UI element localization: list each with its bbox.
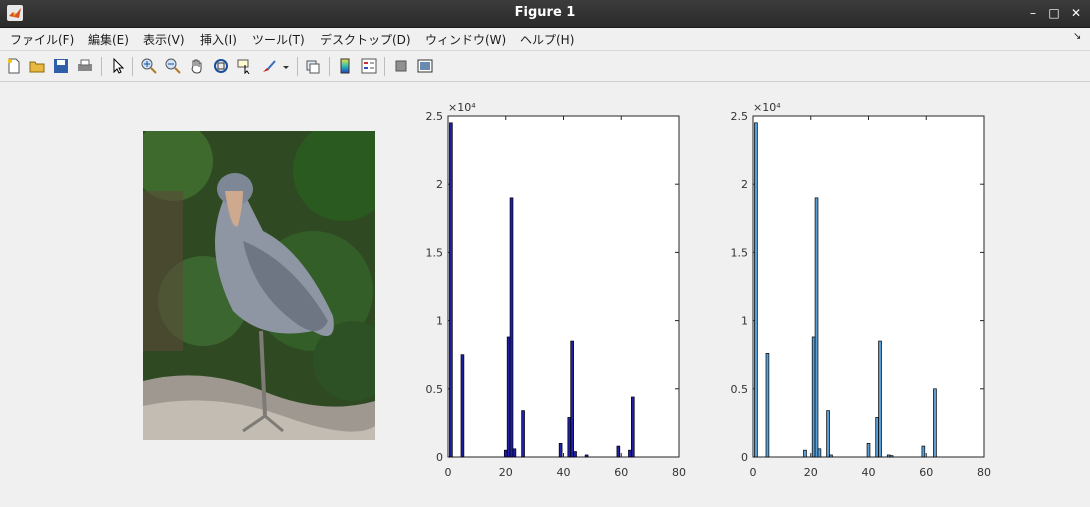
brush-icon[interactable] <box>259 56 279 76</box>
toolbar-separator <box>297 57 298 76</box>
y-tick-label: 0.5 <box>731 383 749 396</box>
histogram-bar <box>567 417 572 458</box>
toolbar-separator <box>384 57 385 76</box>
histogram-bar <box>921 445 926 458</box>
histogram-bar <box>616 445 621 458</box>
matlab-app-icon[interactable] <box>7 5 23 21</box>
menu-edit[interactable]: 編集(E) <box>88 33 129 47</box>
histogram-bar <box>933 388 937 458</box>
y-tick-label: 0 <box>741 451 748 464</box>
toolbar-separator <box>329 57 330 76</box>
menu-view[interactable]: 表示(V) <box>143 33 185 47</box>
x-tick-label: 40 <box>862 466 876 479</box>
histogram-bar <box>814 197 819 458</box>
menu-desktop[interactable]: デスクトップ(D) <box>320 33 411 47</box>
histogram-bar <box>584 454 589 458</box>
close-button[interactable]: ✕ <box>1070 6 1082 20</box>
x-tick-label: 20 <box>499 466 513 479</box>
link-icon[interactable] <box>303 56 323 76</box>
histogram-bar <box>765 352 770 458</box>
histogram-bar <box>878 340 882 458</box>
rotate-3d-icon[interactable] <box>211 56 231 76</box>
zoom-out-icon[interactable] <box>163 56 183 76</box>
histogram-bar <box>866 443 871 458</box>
minimize-button[interactable]: – <box>1030 6 1036 20</box>
x-tick-label: 80 <box>672 466 686 479</box>
y-tick-label: 2 <box>436 178 443 191</box>
hide-plot-tools-icon[interactable] <box>391 56 411 76</box>
x-tick-label: 60 <box>614 466 628 479</box>
histogram-bar <box>558 443 563 458</box>
legend-icon[interactable] <box>359 56 379 76</box>
histogram-bar <box>803 449 807 458</box>
pointer-icon[interactable] <box>108 56 128 76</box>
zoom-in-icon[interactable] <box>139 56 159 76</box>
menu-insert[interactable]: 挿入(I) <box>200 33 237 47</box>
toolbar-separator <box>101 57 102 76</box>
x-tick-label: 40 <box>557 466 571 479</box>
y-tick-label: 2.5 <box>731 110 749 123</box>
histogram-bar <box>826 410 830 458</box>
pan-icon[interactable] <box>187 56 207 76</box>
histogram-bar <box>631 396 635 458</box>
shoebill-photo <box>143 131 375 440</box>
figure-toolbar <box>0 51 1090 82</box>
y-tick-label: 1 <box>436 315 443 328</box>
histogram-bar <box>460 354 465 458</box>
show-plot-tools-icon[interactable] <box>415 56 435 76</box>
menu-bar: ファイル(F) 編集(E) 表示(V) 挿入(I) ツール(T) デスクトップ(… <box>0 28 1090 51</box>
histogram-bar <box>875 417 879 458</box>
histogram-bar <box>886 454 891 458</box>
menu-window[interactable]: ウィンドウ(W) <box>425 33 507 47</box>
toolbar-separator <box>132 57 133 76</box>
x-tick-label: 80 <box>977 466 991 479</box>
y-tick-label: 1.5 <box>731 246 749 259</box>
x-tick-label: 0 <box>445 466 452 479</box>
y-exponent-label: ×10⁴ <box>448 101 476 114</box>
y-tick-label: 2.5 <box>426 110 444 123</box>
menu-file[interactable]: ファイル(F) <box>10 33 75 47</box>
histogram-bar <box>509 197 514 458</box>
x-tick-label: 20 <box>804 466 818 479</box>
colorbar-icon[interactable] <box>335 56 355 76</box>
y-tick-label: 0 <box>436 451 443 464</box>
axes-2 <box>752 115 985 458</box>
window-title: Figure 1 <box>514 5 576 20</box>
histogram-bar <box>570 340 574 458</box>
histogram-bar <box>521 410 525 458</box>
brush-dropdown-icon[interactable] <box>280 56 290 76</box>
save-icon[interactable] <box>51 56 71 76</box>
x-tick-label: 0 <box>750 466 757 479</box>
new-figure-icon[interactable] <box>4 56 24 76</box>
maximize-button[interactable]: □ <box>1048 6 1060 20</box>
open-icon[interactable] <box>27 56 47 76</box>
histogram-bar <box>829 454 833 458</box>
window-titlebar[interactable]: Figure 1 – □ ✕ <box>0 0 1090 28</box>
histogram-bar <box>573 451 577 458</box>
data-cursor-icon[interactable] <box>235 56 255 76</box>
histogram-bar <box>506 336 511 458</box>
y-exponent-label: ×10⁴ <box>753 101 781 114</box>
y-tick-label: 1 <box>741 315 748 328</box>
print-icon[interactable] <box>75 56 95 76</box>
histogram-bar <box>503 449 508 458</box>
dock-arrow-icon[interactable]: ↘ <box>1073 31 1082 42</box>
histogram-bar <box>754 122 758 458</box>
y-tick-label: 0.5 <box>426 383 444 396</box>
y-tick-label: 1.5 <box>426 246 444 259</box>
y-tick-label: 2 <box>741 178 748 191</box>
histogram-bar <box>449 122 453 458</box>
histogram-bar <box>811 336 816 458</box>
x-tick-label: 60 <box>919 466 933 479</box>
histogram-bar <box>628 449 632 458</box>
menu-help[interactable]: ヘルプ(H) <box>520 33 575 47</box>
histogram-bar <box>817 448 822 458</box>
axes-1 <box>447 115 680 458</box>
histogram-bar <box>512 448 517 458</box>
menu-tools[interactable]: ツール(T) <box>252 33 305 47</box>
histogram-bar <box>889 455 894 458</box>
